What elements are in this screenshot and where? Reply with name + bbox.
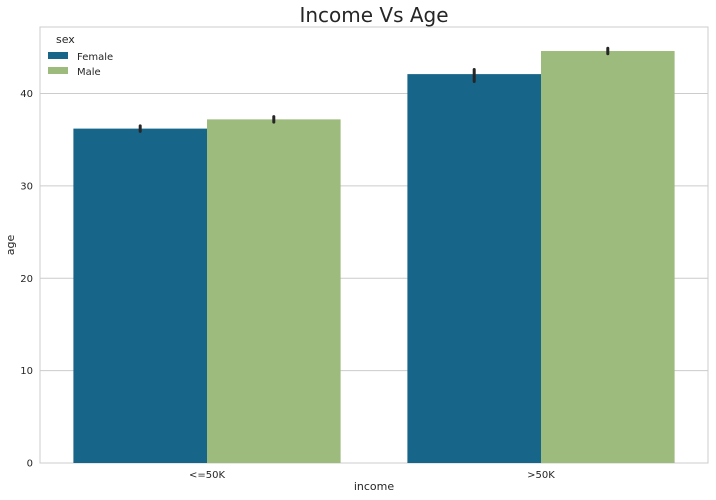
bar-male-1: [207, 119, 341, 464]
y-tick-label: 10: [20, 366, 33, 377]
bar-female-2: [407, 74, 541, 463]
error-bars: [138, 46, 610, 133]
y-axis-ticks: 0 10 20 30 40: [20, 89, 33, 469]
legend: sex Female Male: [48, 33, 113, 78]
bar-female-1: [73, 128, 208, 463]
x-axis-ticks: <=50K >50K: [189, 470, 555, 481]
chart-title: Income Vs Age: [299, 3, 448, 27]
legend-label-male: Male: [77, 67, 101, 78]
legend-swatch-male: [48, 67, 68, 74]
x-tick-label: >50K: [527, 470, 555, 481]
legend-label-female: Female: [77, 52, 113, 63]
y-tick-label: 20: [20, 274, 33, 285]
y-tick-label: 0: [27, 459, 33, 470]
y-tick-label: 30: [20, 181, 33, 192]
x-axis-label: income: [354, 480, 395, 493]
legend-title: sex: [56, 33, 75, 46]
x-tick-label: <=50K: [189, 470, 225, 481]
y-axis-label: age: [4, 235, 17, 256]
bars: [73, 51, 675, 464]
legend-swatch-female: [48, 52, 68, 59]
bar-male-2: [541, 51, 675, 464]
y-tick-label: 40: [20, 89, 33, 100]
